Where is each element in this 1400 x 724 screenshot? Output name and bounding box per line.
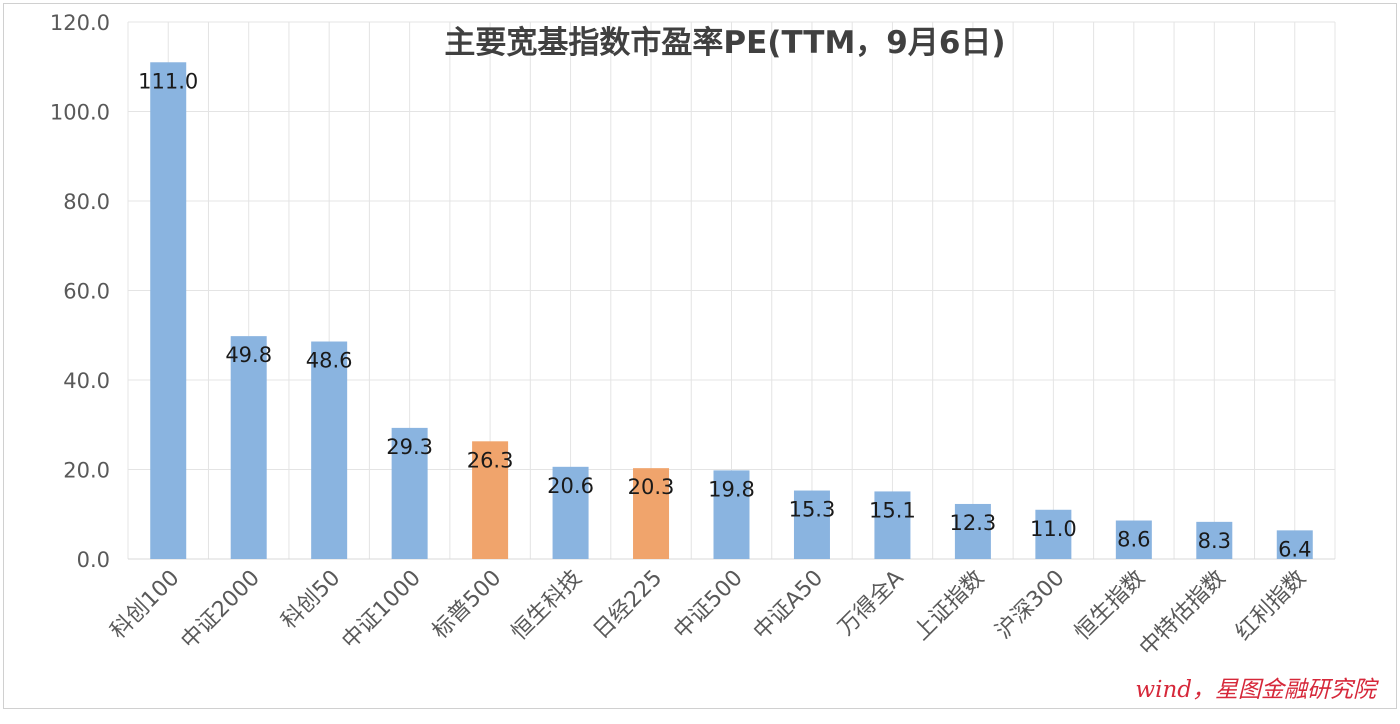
data-label: 20.6 [547, 474, 594, 498]
bar [1196, 521, 1233, 559]
bar [391, 427, 428, 559]
data-label: 15.3 [789, 498, 836, 522]
bar [1115, 520, 1152, 559]
bar [874, 491, 911, 559]
bar [150, 62, 187, 560]
bar [552, 466, 589, 559]
data-label: 49.8 [225, 343, 272, 367]
y-tick-label: 20.0 [63, 459, 110, 483]
x-tick-label: 科创100 [106, 566, 184, 644]
data-label: 48.6 [306, 349, 353, 373]
data-label: 11.0 [1030, 517, 1077, 541]
chart-title: 主要宽基指数市盈率PE(TTM，9月6日) [444, 25, 1005, 61]
y-tick-label: 100.0 [50, 101, 110, 125]
data-label: 8.3 [1198, 529, 1231, 553]
data-label: 6.4 [1278, 537, 1311, 561]
source-note: wind，星图金融研究院 [1135, 677, 1379, 703]
bar [954, 503, 991, 559]
data-label: 12.3 [950, 511, 997, 535]
bar [1035, 509, 1072, 559]
x-tick-label: 沪深300 [991, 566, 1069, 644]
y-tick-label: 0.0 [77, 548, 110, 572]
data-label: 15.1 [869, 498, 916, 522]
x-tick-label: 恒生指数 [1070, 566, 1150, 646]
data-label: 20.3 [628, 475, 675, 499]
y-tick-label: 40.0 [63, 369, 110, 393]
x-tick-label: 科创50 [277, 566, 346, 635]
y-tick-label: 80.0 [63, 190, 110, 214]
y-tick-label: 120.0 [50, 11, 110, 35]
x-tick-label: 中证A50 [749, 566, 828, 645]
x-tick-label: 日经225 [589, 566, 667, 644]
bar [633, 468, 670, 559]
data-label: 8.6 [1117, 528, 1150, 552]
x-tick-label: 中特估指数 [1135, 566, 1230, 661]
x-tick-label: 上证指数 [909, 566, 989, 646]
x-tick-label: 中证500 [669, 566, 747, 644]
bar [713, 470, 750, 559]
bar [1276, 530, 1313, 559]
data-label: 19.8 [708, 477, 755, 501]
x-tick-label: 中证2000 [177, 566, 265, 654]
data-label: 29.3 [386, 435, 433, 459]
bar [793, 490, 830, 559]
data-label: 111.0 [138, 69, 198, 93]
bar [472, 441, 509, 559]
x-tick-label: 标普500 [428, 566, 506, 644]
x-tick-label: 中证1000 [337, 566, 425, 654]
bar [311, 341, 348, 559]
y-tick-label: 60.0 [63, 280, 110, 304]
x-tick-label: 万得全A [834, 566, 909, 641]
data-label: 26.3 [467, 448, 514, 472]
x-tick-label: 恒生科技 [507, 566, 587, 646]
x-tick-label: 红利指数 [1231, 566, 1311, 646]
bar [230, 336, 267, 559]
